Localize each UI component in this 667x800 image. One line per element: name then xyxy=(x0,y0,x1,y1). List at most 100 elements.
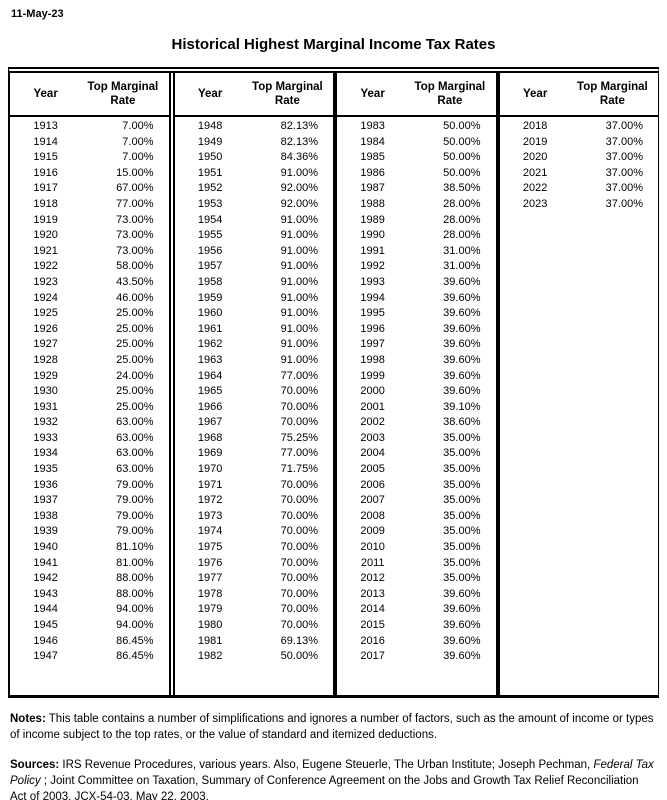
table-row: 1965 70.00% xyxy=(175,384,334,400)
year-cell: 1994 xyxy=(360,291,385,304)
year-cell: 2004 xyxy=(360,447,385,460)
sources-paragraph: Sources: IRS Revenue Procedures, various… xyxy=(8,757,659,800)
table-row: 1966 70.00% xyxy=(175,400,334,416)
table-row: 1993 39.60% xyxy=(337,275,496,291)
table-row: 1915 7.00% xyxy=(10,150,169,166)
table-row: 1940 81.10% xyxy=(10,540,169,556)
year-cell: 1970 xyxy=(197,463,223,476)
table-column-group-2: Year Top Marginal Rate 1948 82.13% 1949 82.… xyxy=(174,73,337,695)
rate-cell: 70.00% xyxy=(280,603,318,616)
sources-label: Sources: xyxy=(10,758,60,771)
year-cell: 1995 xyxy=(360,307,385,320)
table-row: 1983 50.00% xyxy=(337,119,496,135)
rate-cell: 50.00% xyxy=(443,151,481,164)
table-row: 1926 25.00% xyxy=(10,322,169,338)
table-row: 1937 79.00% xyxy=(10,493,169,509)
year-header: Year xyxy=(523,88,548,100)
table-row: 1975 70.00% xyxy=(175,540,334,556)
rate-cell: 28.00% xyxy=(443,213,481,226)
year-cell: 1983 xyxy=(360,120,385,132)
rate-cell: 94.00% xyxy=(116,619,154,631)
table-row: 2019 37.00% xyxy=(500,135,659,151)
table-column-group-3: Year Top Marginal Rate 1983 50.00% 1984 50.… xyxy=(337,73,500,695)
rate-cell: 77.00% xyxy=(280,369,318,382)
table-row: 1996 39.60% xyxy=(337,322,496,338)
year-cell: 1928 xyxy=(33,353,58,366)
rate-cell: 70.00% xyxy=(280,385,318,398)
rate-cell: 91.00% xyxy=(280,322,318,335)
year-cell: 1937 xyxy=(33,494,58,507)
year-cell: 1960 xyxy=(197,307,223,320)
table-row: 2014 39.60% xyxy=(337,602,496,618)
table-row: 1914 7.00% xyxy=(10,135,169,151)
rate-cell: 35.00% xyxy=(443,525,481,538)
rate-cell: 82.13% xyxy=(280,135,318,148)
rate-cell: 38.60% xyxy=(443,416,481,429)
table-column-group-1: Year Top Marginal Rate 1913 7.00% 1914 7.00… xyxy=(10,73,175,695)
table-row: 1943 88.00% xyxy=(10,587,169,603)
year-cell: 1939 xyxy=(33,525,58,538)
year-cell: 1996 xyxy=(360,322,385,335)
rate-cell: 71.75% xyxy=(280,463,318,476)
table-rows: 1983 50.00% 1984 50.00% 1985 50.00% 1986 50.00%… xyxy=(337,117,496,695)
year-cell: 1947 xyxy=(33,650,58,663)
year-cell: 1919 xyxy=(33,213,58,226)
table-row: 1977 70.00% xyxy=(175,571,334,587)
rate-cell: 39.60% xyxy=(443,619,481,631)
rate-cell: 39.60% xyxy=(443,338,481,351)
year-cell: 2019 xyxy=(522,135,548,148)
year-cell: 1922 xyxy=(33,260,58,273)
table-column-group-4: Year Top Marginal Rate 2018 37.00% 2019 37.… xyxy=(499,73,659,695)
table-row: 2012 35.00% xyxy=(337,571,496,587)
year-cell: 1977 xyxy=(197,572,223,585)
year-cell: 1990 xyxy=(360,229,385,242)
rate-cell: 38.50% xyxy=(443,182,481,195)
year-cell: 1920 xyxy=(33,229,58,242)
table-row: 1939 79.00% xyxy=(10,524,169,540)
table-row: 1987 38.50% xyxy=(337,181,496,197)
year-cell: 1967 xyxy=(197,416,223,429)
rate-cell: 37.00% xyxy=(605,197,643,210)
table-row: 2005 35.00% xyxy=(337,462,496,478)
table-row: 1941 81.00% xyxy=(10,556,169,572)
rate-cell: 70.00% xyxy=(280,525,318,538)
rate-cell: 70.00% xyxy=(280,400,318,413)
table-row: 2011 35.00% xyxy=(337,556,496,572)
rate-cell: 39.60% xyxy=(443,275,481,288)
year-cell: 1952 xyxy=(197,182,223,195)
rate-cell: 91.00% xyxy=(280,229,318,242)
year-cell: 1958 xyxy=(197,275,223,288)
rate-cell: 25.00% xyxy=(116,338,154,351)
rate-cell: 37.00% xyxy=(605,120,643,132)
table-row: 2009 35.00% xyxy=(337,524,496,540)
year-cell: 1940 xyxy=(33,541,58,554)
table-row: 2010 35.00% xyxy=(337,540,496,556)
rate-cell: 25.00% xyxy=(116,353,154,366)
rate-cell: 58.00% xyxy=(116,260,154,273)
year-cell: 1976 xyxy=(197,556,223,569)
year-cell: 1985 xyxy=(360,151,385,164)
table-row: 1920 73.00% xyxy=(10,228,169,244)
year-cell: 1965 xyxy=(197,385,223,398)
rate-cell: 92.00% xyxy=(280,197,318,210)
table-row: 1918 77.00% xyxy=(10,197,169,213)
rate-cell: 31.00% xyxy=(443,244,481,257)
rate-cell: 39.60% xyxy=(443,353,481,366)
year-header: Year xyxy=(360,88,385,100)
rate-cell: 79.00% xyxy=(116,509,154,522)
rate-cell: 50.00% xyxy=(443,166,481,179)
rate-cell: 39.60% xyxy=(443,307,481,320)
table-header: Year Top Marginal Rate xyxy=(337,73,496,117)
rate-cell: 39.60% xyxy=(443,369,481,382)
table-row: 1931 25.00% xyxy=(10,400,169,416)
table-row: 1955 91.00% xyxy=(175,228,334,244)
rate-cell: 81.10% xyxy=(116,541,154,554)
year-cell: 1956 xyxy=(197,244,223,257)
table-row: 1938 79.00% xyxy=(10,509,169,525)
table-row: 1949 82.13% xyxy=(175,135,334,151)
year-cell: 1988 xyxy=(360,197,385,210)
year-cell: 1962 xyxy=(197,338,223,351)
rate-cell: 70.00% xyxy=(280,478,318,491)
year-cell: 1925 xyxy=(33,307,58,320)
